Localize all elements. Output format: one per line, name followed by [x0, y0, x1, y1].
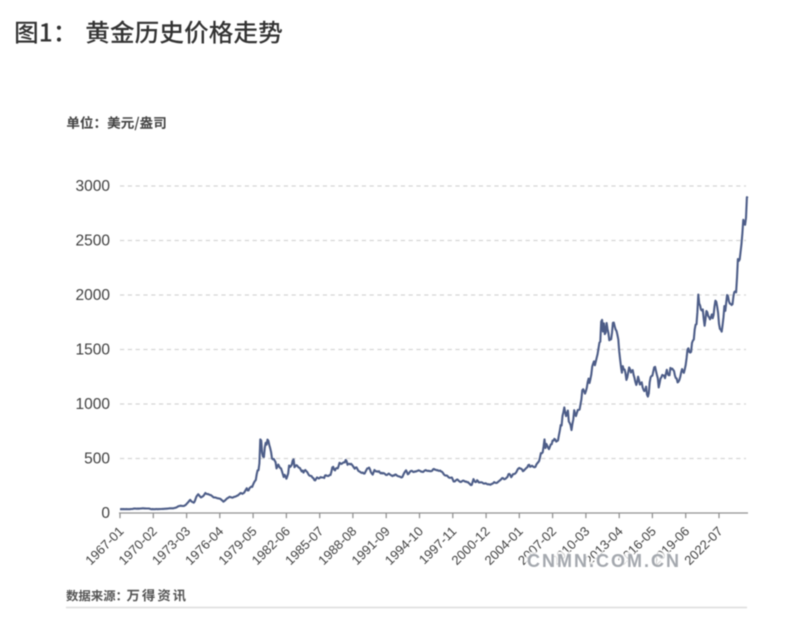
svg-text:1500: 1500 [76, 342, 111, 359]
svg-text:CNMN.COM.CN: CNMN.COM.CN [527, 551, 681, 571]
svg-text:500: 500 [84, 451, 110, 468]
svg-text:1000: 1000 [76, 396, 111, 413]
svg-text:2500: 2500 [76, 233, 111, 250]
svg-text:2000: 2000 [76, 287, 111, 304]
svg-text:3000: 3000 [76, 178, 111, 195]
svg-text:0: 0 [101, 505, 110, 522]
